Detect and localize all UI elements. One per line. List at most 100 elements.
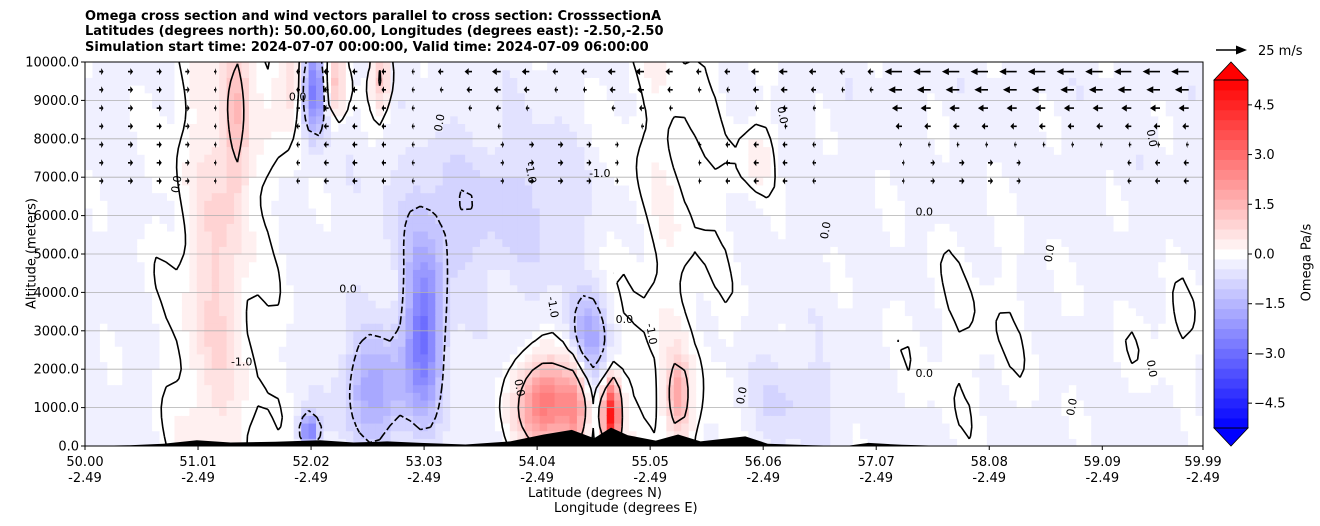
omega-cell bbox=[703, 353, 712, 363]
omega-cell bbox=[681, 85, 690, 94]
omega-cell bbox=[740, 85, 749, 94]
omega-cell bbox=[539, 415, 548, 424]
omega-cell bbox=[301, 123, 310, 132]
omega-cell bbox=[241, 123, 250, 132]
omega-cell bbox=[696, 207, 705, 217]
omega-cell bbox=[450, 238, 459, 247]
omega-cell bbox=[614, 384, 623, 393]
omega-cell bbox=[144, 269, 153, 278]
omega-cell bbox=[547, 369, 556, 378]
omega-cell bbox=[301, 200, 310, 209]
omega-cell bbox=[368, 108, 377, 117]
omega-cell bbox=[636, 261, 645, 270]
omega-cell bbox=[480, 77, 489, 86]
omega-cell bbox=[375, 161, 384, 171]
omega-cell bbox=[770, 415, 779, 424]
omega-cell bbox=[211, 384, 220, 393]
omega-cell bbox=[316, 177, 325, 186]
omega-cell bbox=[189, 100, 198, 109]
omega-cell bbox=[532, 300, 541, 309]
omega-cell bbox=[137, 207, 146, 217]
omega-cell bbox=[755, 184, 764, 194]
omega-cell bbox=[92, 215, 101, 224]
omega-cell bbox=[330, 307, 340, 317]
omega-cell bbox=[688, 292, 697, 301]
omega-cell bbox=[770, 323, 779, 332]
omega-cell bbox=[711, 246, 720, 255]
omega-cell bbox=[733, 238, 742, 247]
omega-cell bbox=[338, 246, 347, 255]
omega-cell bbox=[793, 62, 802, 71]
omega-cell bbox=[562, 69, 571, 78]
omega-cell bbox=[785, 108, 794, 117]
omega-cell bbox=[85, 384, 94, 393]
omega-cell bbox=[703, 369, 712, 378]
omega-cell bbox=[122, 338, 131, 347]
omega-cell bbox=[420, 307, 429, 317]
omega-cell bbox=[241, 138, 250, 148]
omega-cell bbox=[420, 200, 429, 209]
omega-cell bbox=[822, 246, 831, 255]
omega-cell bbox=[99, 392, 108, 401]
omega-cell bbox=[166, 254, 176, 263]
omega-cell bbox=[99, 238, 108, 247]
omega-cell bbox=[666, 315, 675, 324]
omega-cell bbox=[144, 77, 153, 86]
omega-cell bbox=[763, 169, 772, 178]
omega-cell bbox=[658, 292, 667, 301]
omega-cell bbox=[740, 62, 749, 71]
omega-cell bbox=[562, 138, 571, 148]
omega-cell bbox=[755, 238, 764, 247]
omega-cell bbox=[226, 115, 235, 125]
omega-cell bbox=[554, 422, 563, 432]
omega-cell bbox=[480, 69, 489, 78]
omega-cell bbox=[785, 369, 794, 378]
omega-cell bbox=[99, 177, 108, 186]
omega-cell bbox=[666, 254, 675, 263]
omega-cell bbox=[390, 223, 399, 232]
omega-cell bbox=[271, 177, 280, 186]
omega-cell bbox=[144, 100, 153, 109]
omega-cell bbox=[174, 215, 183, 224]
omega-cell bbox=[725, 108, 735, 117]
omega-cell bbox=[166, 177, 176, 186]
omega-cell bbox=[472, 161, 481, 171]
omega-cell bbox=[524, 323, 533, 332]
omega-cell bbox=[800, 261, 809, 270]
omega-cell bbox=[703, 292, 712, 301]
omega-cell bbox=[725, 338, 735, 347]
omega-cell bbox=[219, 184, 228, 194]
omega-cell bbox=[785, 77, 794, 86]
omega-cell bbox=[330, 62, 340, 71]
omega-cell bbox=[763, 384, 772, 393]
omega-cell bbox=[99, 215, 108, 224]
omega-cell bbox=[517, 69, 526, 78]
omega-cell bbox=[137, 77, 146, 86]
omega-cell bbox=[122, 369, 131, 378]
omega-cell bbox=[494, 407, 503, 416]
omega-cell bbox=[92, 238, 101, 247]
omega-cell bbox=[390, 192, 399, 201]
omega-cell bbox=[599, 238, 608, 247]
omega-cell bbox=[770, 261, 779, 270]
omega-cell bbox=[502, 131, 511, 140]
omega-cell bbox=[748, 215, 757, 224]
omega-cell bbox=[345, 277, 354, 286]
omega-cell bbox=[629, 215, 638, 224]
omega-cell bbox=[181, 307, 190, 317]
omega-cell bbox=[435, 161, 444, 171]
omega-cell bbox=[494, 62, 503, 71]
omega-cell bbox=[226, 361, 235, 370]
omega-cell bbox=[562, 230, 571, 240]
omega-cell bbox=[703, 277, 712, 286]
omega-cell bbox=[107, 384, 116, 393]
omega-cell bbox=[666, 353, 675, 363]
omega-cell bbox=[286, 223, 295, 232]
omega-cell bbox=[711, 85, 720, 94]
omega-cell bbox=[539, 192, 548, 201]
omega-cell bbox=[114, 62, 123, 71]
omega-cell bbox=[740, 238, 749, 247]
omega-cell bbox=[174, 238, 183, 247]
omega-cell bbox=[666, 69, 675, 78]
omega-cell bbox=[293, 62, 302, 71]
